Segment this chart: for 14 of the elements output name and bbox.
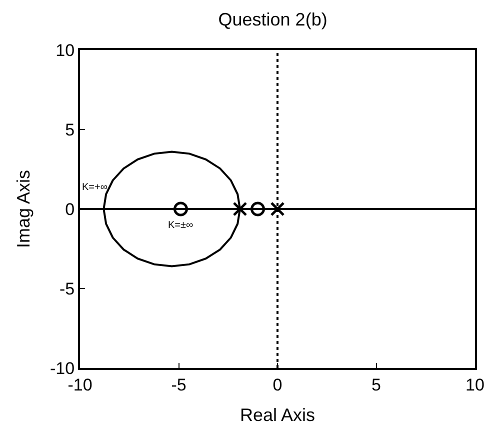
y-tick-label: 0: [65, 200, 75, 219]
y-axis-title: Imag Axis: [14, 170, 34, 248]
x-tick-label: 5: [372, 375, 381, 394]
y-tick-label: -10: [50, 358, 75, 378]
x-tick-label: 0: [272, 375, 282, 394]
x-axis-title: Real Axis: [240, 405, 316, 425]
y-tick-label: -5: [59, 279, 75, 298]
annotation: K=±∞: [168, 220, 194, 231]
y-tick-label: 10: [56, 40, 75, 60]
x-tick-label: 10: [466, 375, 484, 394]
x-tick-label: -5: [171, 375, 186, 394]
chart-title: Question 2(b): [218, 10, 328, 30]
y-tick-label: 5: [65, 120, 75, 140]
annotation: K=+∞: [82, 182, 108, 193]
